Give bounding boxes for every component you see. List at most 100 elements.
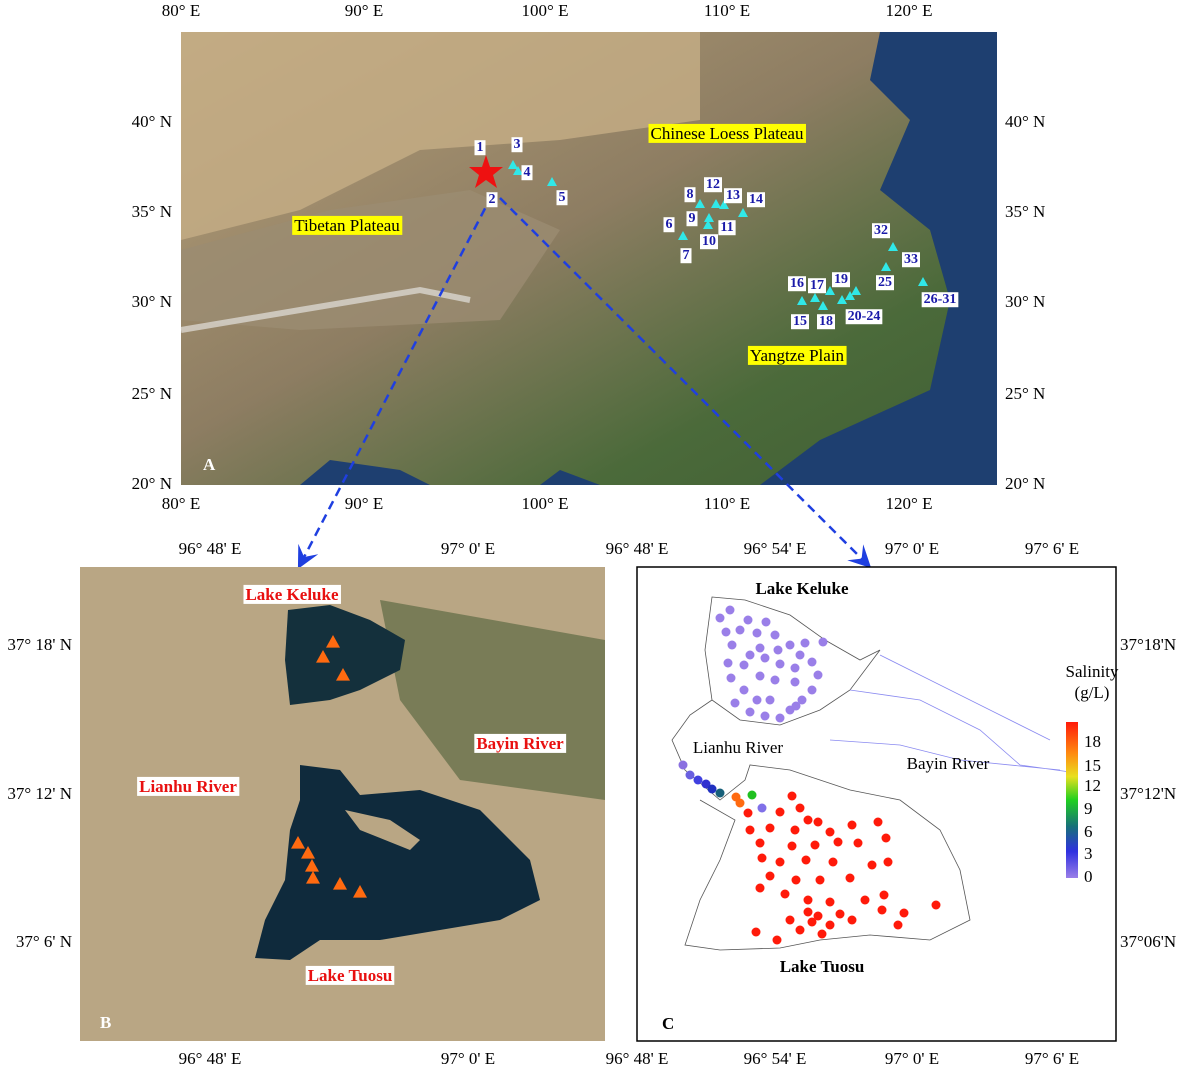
site-label: 12 (706, 177, 720, 192)
region-label: Chinese Loess Plateau (651, 124, 804, 143)
sample-point (701, 779, 711, 789)
sample-point (765, 871, 775, 881)
sample-point (797, 695, 807, 705)
sample-point (795, 925, 805, 935)
river (829, 654, 1071, 773)
site-label: 7 (683, 248, 690, 263)
label-bg (686, 211, 698, 227)
desert (181, 32, 700, 240)
sample-point (791, 875, 801, 885)
label-bg (704, 177, 722, 193)
sample-point (873, 817, 883, 827)
sea (300, 460, 600, 485)
tick-label: 37°12'N (1120, 784, 1176, 803)
site-label: 26-31 (924, 292, 957, 307)
tick-label: 97° 6' E (1025, 1049, 1079, 1068)
tick-label: 37° 12' N (7, 784, 72, 803)
colorbar-title: (g/L) (1075, 683, 1110, 702)
site-label: 25 (878, 275, 892, 290)
label-bg (747, 345, 847, 365)
sample-point (807, 685, 817, 695)
place-label: Lake Keluke (245, 585, 338, 604)
tick-label: 20° N (132, 474, 172, 493)
sample-point (803, 907, 813, 917)
label-bg (680, 248, 692, 264)
sample-point (785, 640, 795, 650)
sample-point (730, 698, 740, 708)
sample-point (765, 695, 775, 705)
sample-point (755, 838, 765, 848)
tick-label: 15 (1084, 756, 1101, 775)
tick-label: 97° 0' E (885, 1049, 939, 1068)
tick-label: 12 (1084, 776, 1101, 795)
sample-point (757, 853, 767, 863)
sample-point (770, 675, 780, 685)
site-marker (316, 650, 330, 663)
sample-point (785, 915, 795, 925)
sample-point (881, 833, 891, 843)
sample-point (723, 658, 733, 668)
sample-point (726, 673, 736, 683)
sample-point (828, 857, 838, 867)
sample-point (735, 798, 745, 808)
site-marker (547, 177, 557, 186)
tick-label: 110° E (704, 494, 750, 513)
label-bg (747, 192, 765, 208)
label-bg (556, 190, 568, 206)
tick-label: 37°06'N (1120, 932, 1176, 951)
sample-point (747, 790, 757, 800)
label-bg (700, 234, 718, 250)
tick-label: 20° N (1005, 474, 1045, 493)
site-marker (881, 262, 891, 271)
site-marker (738, 208, 748, 217)
arrow (297, 194, 494, 569)
sample-point (825, 897, 835, 907)
sample-point (807, 657, 817, 667)
sample-point (801, 855, 811, 865)
sample-point (795, 803, 805, 813)
site-label: 2 (489, 192, 496, 207)
site-label: 4 (524, 165, 531, 180)
tick-label: 35° N (1005, 202, 1045, 221)
sample-point (813, 911, 823, 921)
site-label: 33 (904, 252, 918, 267)
sample-point (773, 645, 783, 655)
label-bg (817, 314, 835, 330)
sample-point (760, 653, 770, 663)
sample-point (813, 670, 823, 680)
place-label: Lianhu River (139, 777, 237, 796)
label-bg (872, 223, 890, 239)
sample-point (707, 784, 717, 794)
sample-point (775, 857, 785, 867)
label-bg (486, 192, 498, 208)
sample-point (770, 630, 780, 640)
sample-point (725, 605, 735, 615)
site-label: 9 (689, 211, 696, 226)
sample-point (791, 701, 801, 711)
sample-point (893, 920, 903, 930)
site-marker (695, 199, 705, 208)
place-label: Lianhu River (693, 738, 784, 757)
sample-point (795, 650, 805, 660)
tick-label: 6 (1084, 822, 1093, 841)
tick-label: 80° E (162, 494, 200, 513)
sample-point (739, 660, 749, 670)
tick-label: 18 (1084, 732, 1101, 751)
tick-label: 37°18'N (1120, 635, 1176, 654)
panel-frame (636, 566, 1117, 1042)
site-label: 11 (720, 220, 733, 235)
site-marker (719, 200, 729, 209)
sample-point (825, 920, 835, 930)
site-marker (810, 293, 820, 302)
site-label: 3 (514, 137, 521, 152)
label-bg (876, 275, 894, 291)
sample-point (745, 650, 755, 660)
sample-point (693, 775, 703, 785)
label-bg (663, 217, 675, 233)
label-bg (788, 276, 806, 292)
site-marker (797, 296, 807, 305)
tick-label: 0 (1084, 867, 1093, 886)
site-label: 19 (834, 272, 848, 287)
sample-point (755, 643, 765, 653)
region-label: Tibetan Plateau (294, 216, 400, 235)
